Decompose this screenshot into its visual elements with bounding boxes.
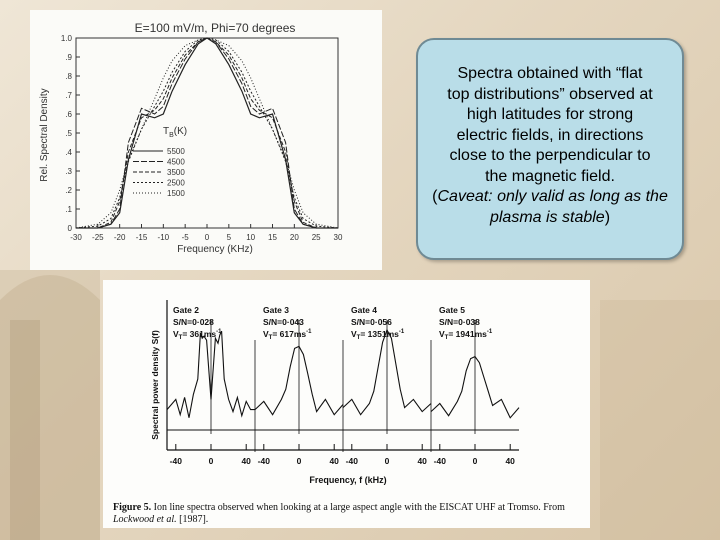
- callout-line: electric fields, in directions: [456, 126, 644, 144]
- legend-label: 5500: [167, 147, 185, 156]
- x-tick-label: 0: [205, 233, 210, 242]
- gate-snr: S/N=0·056: [351, 317, 392, 327]
- gate-velocity-sub: T: [445, 335, 449, 341]
- y-tick-label: .9: [65, 53, 72, 62]
- gate-snr: S/N=0·028: [173, 317, 214, 327]
- y-axis-label: Spectral power density S(f): [150, 330, 160, 440]
- y-tick-label: .6: [65, 110, 72, 119]
- legend-label: 2500: [167, 179, 185, 188]
- gate-velocity-value: = 1351ms: [360, 329, 399, 339]
- series-line-3500: [76, 37, 338, 229]
- gate-velocity-value: = 1941ms: [448, 329, 487, 339]
- gate-velocity-exp: -1: [216, 329, 222, 335]
- x-tick-label: 0: [473, 456, 478, 466]
- series-line-2500: [75, 37, 339, 229]
- x-tick-label: 0: [385, 456, 390, 466]
- gate-snr: S/N=0·043: [263, 317, 304, 327]
- series-line-1500: [75, 37, 339, 229]
- spectral-density-chart: E=100 mV/m, Phi=70 degrees Rel. Spectral…: [39, 21, 343, 255]
- y-tick-label: 0: [68, 224, 73, 233]
- x-tick-label: -40: [258, 456, 271, 466]
- gate-spectrum: [166, 330, 255, 418]
- x-tick-label: -15: [136, 233, 148, 242]
- gate-velocity-sub: T: [179, 335, 183, 341]
- x-tick-label: 30: [334, 233, 343, 242]
- x-tick-label: -20: [114, 233, 126, 242]
- x-tick-label: 25: [312, 233, 321, 242]
- legend-title: TB(K): [163, 126, 187, 139]
- gate-velocity: VT= 361ms-1: [173, 329, 222, 341]
- gate-snr: S/N=0·038: [439, 317, 480, 327]
- gate-velocity-exp: -1: [399, 329, 405, 335]
- y-tick-label: .3: [65, 167, 72, 176]
- gate-velocity-value: = 617ms: [272, 329, 306, 339]
- y-tick-label: .5: [65, 129, 72, 138]
- gate-velocity-value: = 361ms: [182, 329, 216, 339]
- x-tick-label: 5: [227, 233, 232, 242]
- x-tick-label: -25: [92, 233, 104, 242]
- x-tick-label: 0: [297, 456, 302, 466]
- legend-title-sub: B: [169, 132, 174, 139]
- gate-name: Gate 3: [263, 305, 289, 315]
- x-tick-label: -5: [182, 233, 190, 242]
- y-tick-label: .4: [65, 148, 72, 157]
- callout-line: Spectra obtained with “flat: [457, 65, 643, 82]
- x-tick-label: 40: [505, 456, 515, 466]
- x-tick-label: 15: [268, 233, 277, 242]
- x-tick-label: 40: [241, 456, 251, 466]
- y-axis-label: Rel. Spectral Density: [39, 88, 50, 181]
- x-axis-label: Frequency (KHz): [177, 244, 253, 255]
- y-tick-label: 1.0: [61, 34, 73, 43]
- y-tick-label: .7: [65, 91, 72, 100]
- y-tick-label: .2: [65, 186, 72, 195]
- legend-title-unit: (K): [174, 126, 187, 137]
- callout-line: high latitudes for strong: [466, 106, 634, 123]
- plot-frame: [75, 37, 339, 229]
- x-tick-label: 0: [209, 456, 214, 466]
- x-tick-label: -30: [70, 233, 82, 242]
- gate-name: Gate 2: [173, 305, 199, 315]
- gate-velocity-exp: -1: [306, 329, 312, 335]
- callout-caveat: (Caveat: only valid as long as the plasm…: [432, 188, 668, 226]
- explanation-callout: Spectra obtained with “flat top distribu…: [416, 38, 684, 260]
- spectral-density-figure: E=100 mV/m, Phi=70 degrees Rel. Spectral…: [30, 10, 382, 270]
- x-axis-label: Frequency, f (kHz): [309, 475, 386, 485]
- gate-velocity-sub: T: [269, 335, 273, 341]
- x-tick-label: -40: [434, 456, 447, 466]
- x-tick-label: 20: [290, 233, 299, 242]
- legend-label: 3500: [167, 168, 185, 177]
- callout-line: top distributions” observed at: [447, 85, 653, 103]
- gate-velocity: VT= 617ms-1: [263, 329, 312, 341]
- callout-line: the magnetic field.: [485, 167, 615, 185]
- y-tick-label: .8: [65, 72, 72, 81]
- y-tick-label: .1: [65, 205, 72, 214]
- x-tick-label: -40: [170, 456, 183, 466]
- x-tick-label: -10: [158, 233, 170, 242]
- chart-title: E=100 mV/m, Phi=70 degrees: [135, 21, 296, 35]
- x-tick-label: 40: [417, 456, 427, 466]
- legend-label: 1500: [167, 189, 185, 198]
- series-line-5500: [76, 37, 338, 229]
- gate-velocity: VT= 1351ms-1: [351, 329, 405, 341]
- x-tick-label: 10: [246, 233, 255, 242]
- gate-velocity-sub: T: [357, 335, 361, 341]
- gate-velocity-exp: -1: [487, 329, 493, 335]
- x-tick-label: -40: [346, 456, 359, 466]
- legend-label: 4500: [167, 158, 185, 167]
- ion-line-spectra-figure: Spectral power density S(f) Gate 2 S/N=0·…: [103, 280, 590, 528]
- callout-line: close to the perpendicular to: [449, 147, 651, 164]
- x-tick-label: 40: [329, 456, 339, 466]
- gate-velocity: VT= 1941ms-1: [439, 329, 493, 341]
- figure-caption: Figure 5. Ion line spectra observed when…: [113, 502, 565, 525]
- gate-name: Gate 5: [439, 305, 465, 315]
- gate-name: Gate 4: [351, 305, 377, 315]
- series-line-4500: [76, 37, 338, 229]
- ion-line-spectra-chart: Spectral power density S(f) Gate 2 S/N=0·…: [150, 300, 520, 485]
